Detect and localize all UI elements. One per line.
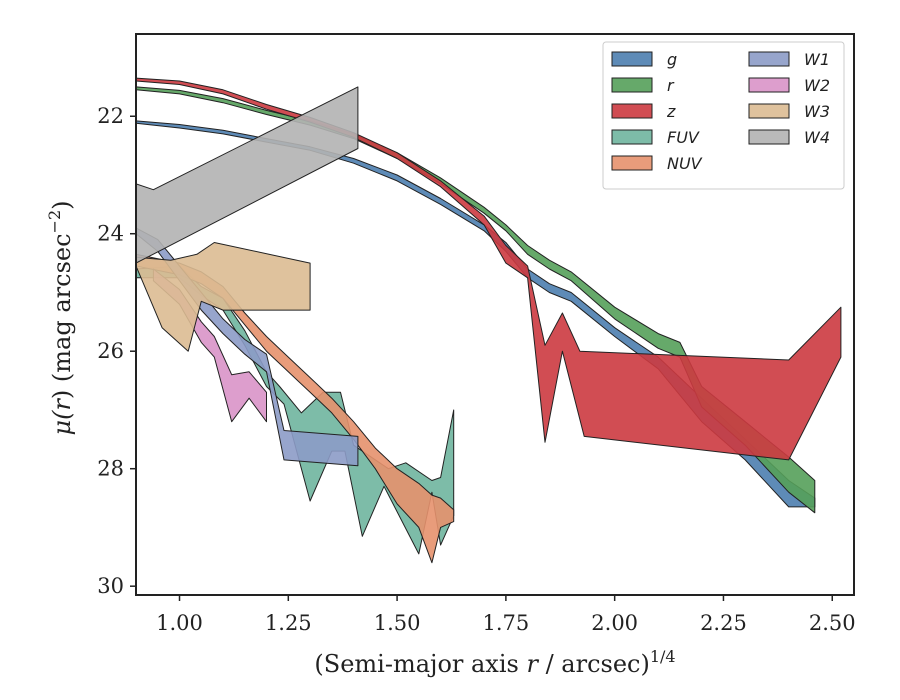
legend-swatch-w4 bbox=[748, 129, 790, 145]
x-tick-label: 1.75 bbox=[482, 611, 529, 635]
x-tick-label: 2.25 bbox=[700, 611, 747, 635]
legend-swatch-g bbox=[611, 51, 653, 67]
legend-swatch-r bbox=[611, 77, 653, 93]
x-axis-label: (Semi-major axis r / arcsec)1/4 bbox=[314, 647, 675, 678]
legend-label-fuv: FUV bbox=[667, 128, 700, 147]
y-axis: 22 24 26 28 30 bbox=[97, 104, 136, 598]
legend: grz FUV NUV W1 W2 W3 W4 bbox=[602, 41, 845, 190]
y-tick-label: 30 bbox=[97, 574, 124, 598]
legend-label-g: g bbox=[667, 50, 677, 69]
y-axis-label-mu: μ( bbox=[48, 410, 76, 436]
y-tick-label: 28 bbox=[97, 457, 124, 481]
y-axis-label-var: r bbox=[48, 398, 76, 411]
series-band-nuv bbox=[136, 253, 455, 564]
x-axis-label-sup: 1/4 bbox=[650, 647, 676, 666]
x-tick-label: 1.00 bbox=[156, 611, 203, 635]
x-axis-label-main: (Semi-major axis bbox=[314, 650, 526, 678]
x-axis: 1.00 1.25 1.50 1.75 2.00 2.25 2.50 bbox=[156, 595, 856, 635]
legend-label-w2: W2 bbox=[804, 76, 830, 95]
x-tick-label: 1.50 bbox=[374, 611, 421, 635]
legend-swatch-w1 bbox=[748, 51, 790, 67]
y-tick-label: 24 bbox=[97, 222, 124, 246]
x-tick-label: 2.50 bbox=[809, 611, 856, 635]
legend-label-w1: W1 bbox=[804, 50, 830, 69]
legend-swatch-nuv bbox=[611, 155, 653, 171]
y-axis-label-mid: ) (mag arcsec bbox=[48, 233, 76, 399]
series-band-w3 bbox=[136, 242, 311, 352]
legend-swatch-w3 bbox=[748, 103, 790, 119]
legend-label-w4: W4 bbox=[804, 128, 830, 147]
legend-label-z: z bbox=[666, 102, 676, 121]
legend-swatch-fuv bbox=[611, 129, 653, 145]
legend-label-w3: W3 bbox=[804, 102, 830, 121]
x-axis-label-mid: / arcsec) bbox=[538, 650, 650, 678]
series-band-w4 bbox=[136, 86, 359, 264]
y-tick-label: 22 bbox=[97, 104, 124, 128]
legend-swatch-w2 bbox=[748, 77, 790, 93]
plot-frame bbox=[135, 33, 855, 596]
legend-label-nuv: NUV bbox=[667, 154, 703, 173]
series-layer bbox=[136, 77, 842, 564]
y-axis-label-sup: −2 bbox=[45, 210, 64, 234]
legend-swatch-z bbox=[611, 103, 653, 119]
y-axis-label: μ(r) (mag arcsec−2) bbox=[45, 200, 76, 435]
legend-label-r: r bbox=[667, 76, 675, 95]
x-axis-label-var: r bbox=[526, 650, 539, 678]
x-tick-label: 1.25 bbox=[265, 611, 312, 635]
y-axis-label-end: ) bbox=[48, 200, 76, 209]
x-tick-label: 2.00 bbox=[591, 611, 638, 635]
y-tick-label: 26 bbox=[97, 339, 124, 363]
